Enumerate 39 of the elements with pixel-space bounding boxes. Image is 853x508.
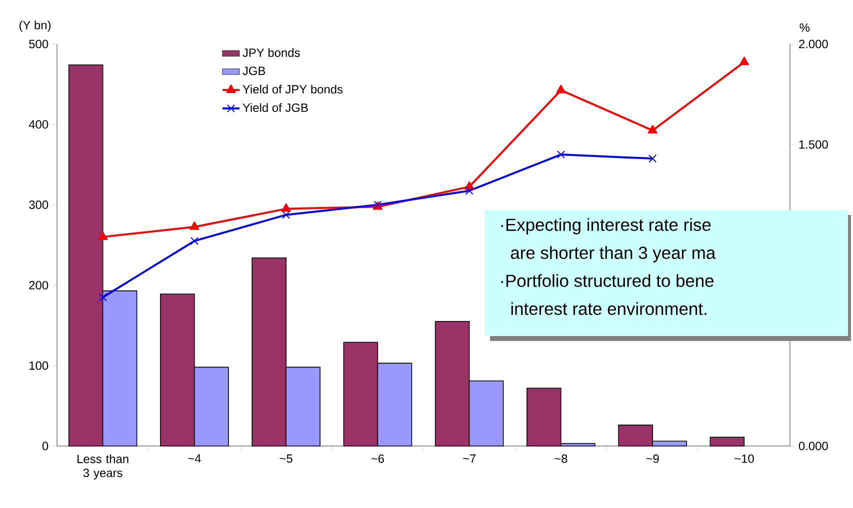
legend-label: JPY bonds <box>242 48 300 57</box>
y-tick-label: 200 <box>29 280 48 290</box>
y-tick-label: 500 <box>29 40 48 48</box>
x-tick-label: ~6 <box>371 454 384 463</box>
y-tick-label: 0 <box>42 442 48 450</box>
x-tick-label: Less than 3 years <box>78 454 128 480</box>
y-tick-label: 100 <box>30 361 48 370</box>
legend-label: JGB <box>242 66 266 76</box>
point <box>648 154 657 163</box>
point <box>739 56 750 66</box>
point <box>556 150 565 159</box>
annotation: are shorter than 3 year ma <box>510 246 716 262</box>
x-tick-label: ~4 <box>188 454 201 463</box>
x-tick-label: ~5 <box>280 454 292 463</box>
point <box>190 236 198 245</box>
point <box>98 293 107 302</box>
point <box>190 221 200 230</box>
point <box>465 186 474 195</box>
point <box>648 124 658 134</box>
legend-label: Yield of JPY bonds <box>242 84 343 94</box>
point <box>282 210 290 219</box>
legend-label: Yield of JGB <box>242 103 308 112</box>
y-tick-label: 400 <box>28 120 48 129</box>
y-axis-title: (Y bn) <box>19 20 51 32</box>
y2-axis-title: % <box>800 23 810 32</box>
annotation: ·Portfolio structured to bene <box>501 274 714 287</box>
y2-tick-label: 2.000 <box>799 40 828 48</box>
x-tick-label: ~9 <box>646 454 659 463</box>
annotation: ·Expecting interest rate rise <box>501 218 711 234</box>
x-tick-label: ~10 <box>734 454 754 463</box>
annotation: interest rate environment. <box>511 302 706 315</box>
x-tick-label: ~8 <box>554 454 568 463</box>
point <box>281 203 291 212</box>
y2-tick-label: 1.500 <box>799 140 828 149</box>
point <box>556 84 566 94</box>
x-tick-label: ~7 <box>463 454 476 463</box>
y-tick-label: 300 <box>29 200 48 210</box>
y2-tick-label: 0.000 <box>798 442 828 450</box>
point <box>98 231 108 240</box>
